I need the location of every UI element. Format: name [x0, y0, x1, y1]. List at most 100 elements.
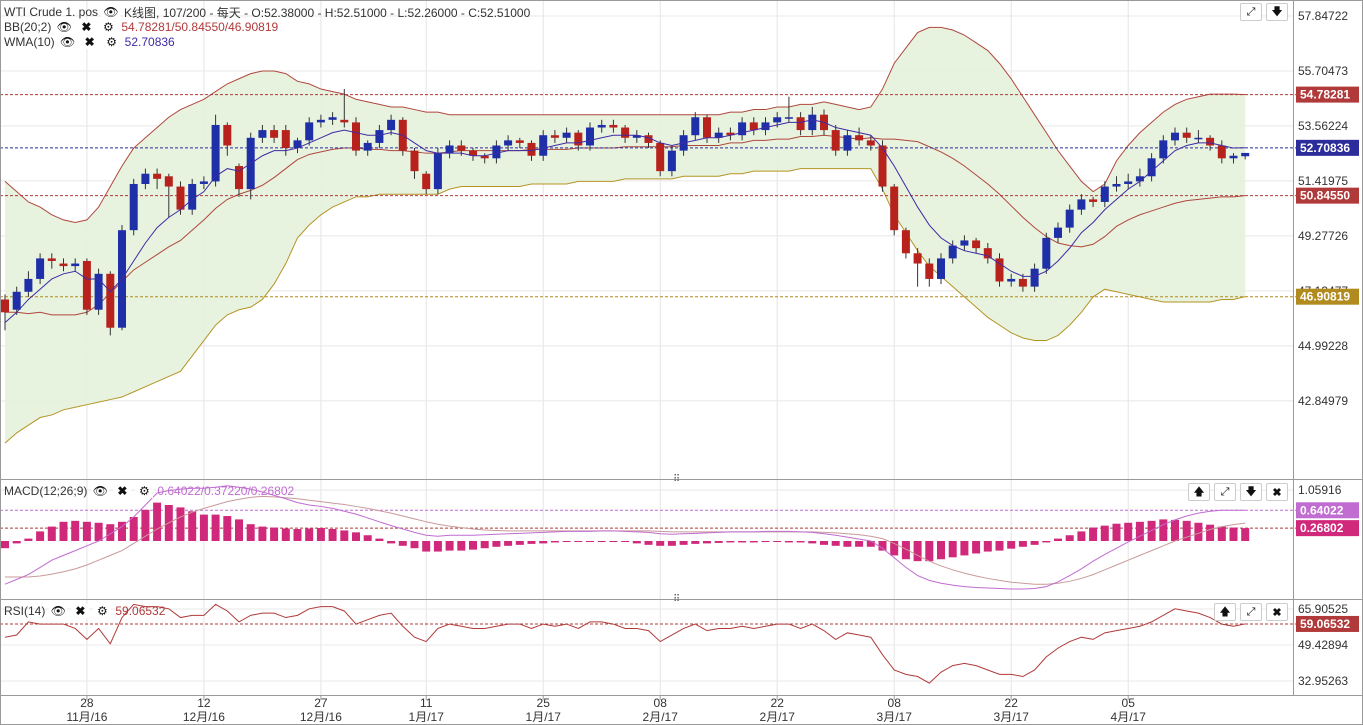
arrow-down-icon[interactable]: 🡇 [1266, 3, 1288, 21]
candle-body [1206, 137, 1215, 146]
macd-histogram-bar [24, 538, 33, 541]
x-tick-day: 05 [1122, 696, 1136, 710]
bb-info-row: BB(20;2) 👁 ✖ ⚙ 54.78281/50.84550/46.9081… [4, 19, 278, 35]
macd-histogram-bar [1171, 519, 1179, 541]
expand-icon[interactable]: ⤢ [1240, 603, 1262, 621]
close-icon[interactable]: ✖ [1266, 483, 1288, 501]
candle-body [1112, 183, 1121, 187]
candle-body [1147, 158, 1156, 177]
eye-icon[interactable]: 👁 [58, 35, 77, 49]
macd-histogram-bar [644, 541, 653, 545]
rsi-markers: 59.06532 [1296, 615, 1359, 632]
candle-body [433, 153, 442, 190]
candle-body [1030, 268, 1039, 287]
candle-body [480, 155, 489, 159]
rsi-grid [0, 600, 1297, 695]
x-tick-month: 2月/17 [643, 710, 679, 724]
gear-icon[interactable]: ⚙ [135, 484, 154, 498]
x-tick-day: 11 [420, 696, 433, 710]
candle-body [960, 240, 969, 246]
macd-histogram-bar [784, 541, 793, 543]
macd-histogram-bar [1018, 541, 1027, 547]
gear-icon[interactable]: ⚙ [93, 604, 112, 618]
macd-histogram-bar [1124, 522, 1133, 541]
eye-icon[interactable]: 👁 [49, 604, 68, 618]
macd-histogram-bar [398, 541, 407, 546]
macd-histogram-bar [141, 509, 150, 541]
macd-histogram-bar [960, 541, 969, 556]
arrow-up-icon[interactable]: 🡅 [1214, 603, 1236, 621]
y-tick-label: 51.41975 [1298, 174, 1348, 188]
macd-histogram-bar [597, 541, 606, 542]
candle-body [983, 248, 992, 259]
y-tick-label: 49.42894 [1298, 638, 1348, 652]
drag-handle-icon[interactable]: ⠿ [673, 474, 681, 485]
macd-histogram-bar [118, 521, 126, 541]
eye-icon[interactable]: 👁 [55, 20, 74, 34]
y-tick-label: 49.27726 [1298, 229, 1348, 243]
rsi-pane[interactable]: 65.90525 49.42894 32.95263 59.06532 [0, 600, 1359, 695]
arrow-down-icon[interactable]: 🡇 [1240, 483, 1262, 501]
y-tick-label: 57.84722 [1298, 9, 1348, 23]
macd-histogram-bar [831, 541, 840, 546]
candle-body [527, 142, 536, 156]
candle-body [1054, 227, 1062, 238]
candle-body [328, 117, 337, 120]
macd-histogram-bar [433, 541, 442, 552]
close-icon[interactable]: ✖ [80, 35, 99, 49]
macd-histogram-bar [492, 541, 501, 547]
main-pane[interactable]: 57.84722 55.70473 53.56224 51.41975 49.27726… [0, 0, 1359, 479]
instrument-title: WTI Crude 1. pos [4, 5, 99, 19]
macd-histogram-bar [1042, 541, 1051, 543]
candle-body [1217, 145, 1226, 159]
x-tick-day: 22 [771, 696, 785, 710]
macd-pane[interactable]: 1.05916 0.64022 0.26802 [0, 480, 1359, 599]
eye-icon[interactable]: 👁 [102, 5, 121, 19]
macd-marker-box [1296, 520, 1359, 537]
arrow-up-icon[interactable]: 🡅 [1188, 483, 1210, 501]
candle-body [515, 140, 524, 143]
bollinger-lower-line [4, 168, 1246, 444]
macd-histogram-bar [457, 541, 466, 551]
price-marker-label: 46.90819 [1300, 290, 1350, 304]
price-marker-label: 52.70836 [1300, 141, 1350, 155]
candle-body [410, 150, 419, 172]
close-icon[interactable]: ✖ [113, 484, 132, 498]
candle-body [574, 132, 583, 146]
macd-histogram-bar [656, 541, 665, 546]
candle-body [223, 124, 232, 146]
candlesticks [1, 89, 1250, 336]
candle-body [1135, 176, 1144, 182]
gear-icon[interactable]: ⚙ [102, 35, 121, 49]
candle-body [422, 173, 431, 190]
gear-icon[interactable]: ⚙ [99, 20, 118, 34]
y-tick-label: 55.70473 [1298, 64, 1348, 78]
candle-body [176, 186, 185, 210]
macd-histogram-bar [328, 529, 337, 541]
macd-histogram-bar [761, 541, 770, 542]
wma-label: WMA(10) [4, 35, 55, 49]
macd-histogram-bar [246, 524, 255, 541]
close-icon[interactable]: ✖ [77, 20, 96, 34]
candle-body [539, 135, 548, 156]
wma-line [4, 119, 1246, 323]
x-tick-month: 4月/17 [1111, 710, 1147, 724]
eye-icon[interactable]: 👁 [91, 484, 110, 498]
close-icon[interactable]: ✖ [71, 604, 90, 618]
candle-body [632, 135, 641, 138]
price-marker-label: 50.84550 [1300, 189, 1350, 203]
candle-body [808, 114, 817, 131]
close-icon[interactable]: ✖ [1266, 603, 1288, 621]
drag-handle-icon[interactable]: ⠿ [673, 594, 681, 605]
bb-label: BB(20;2) [4, 20, 52, 34]
expand-icon[interactable]: ⤢ [1214, 483, 1236, 501]
candle-body [1159, 140, 1168, 159]
rsi-value: 59.06532 [115, 604, 166, 618]
expand-icon[interactable]: ⤢ [1240, 3, 1262, 21]
macd-histogram-bar [211, 514, 220, 541]
rsi-label: RSI(14) [4, 604, 46, 618]
candle-body [562, 132, 571, 138]
candle-body [831, 130, 840, 151]
candle-body [901, 230, 910, 254]
